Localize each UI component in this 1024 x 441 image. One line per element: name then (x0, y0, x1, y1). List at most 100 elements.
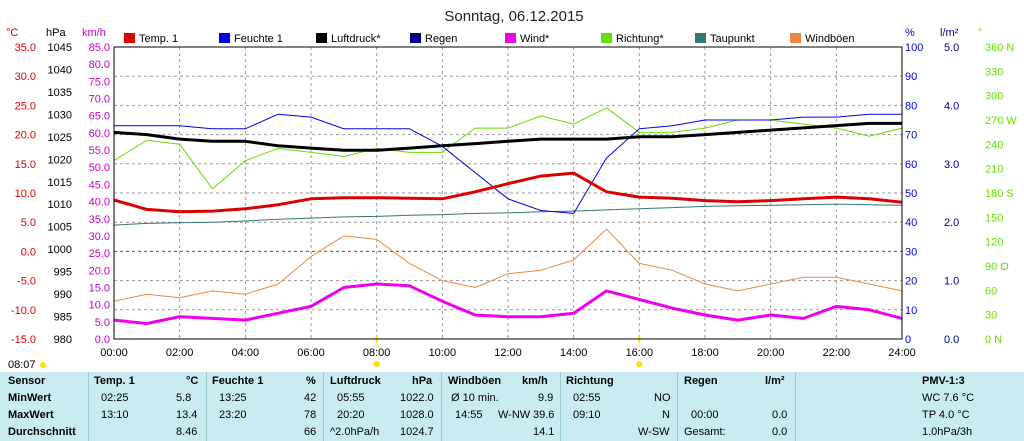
time-tick: 24:00 (888, 347, 916, 359)
direction-axis-tick: 120 (985, 237, 1003, 249)
direction-min: NO (654, 392, 671, 404)
pmv-trend: 1.0hPa/3h (922, 426, 973, 438)
direction-max-time: 09:10 (573, 409, 601, 421)
time-tick: 02:00 (166, 347, 194, 359)
direction-max: N (662, 409, 670, 421)
wind-axis-tick: 50.0 (89, 162, 110, 174)
rain-max: 0.0 (772, 409, 788, 421)
temp-axis-unit: °C (6, 27, 18, 39)
pressure-max: 1028.0 (400, 409, 434, 421)
legend-swatch (790, 33, 801, 43)
temp-axis-tick: 15.0 (15, 159, 36, 171)
time-tick: 00:00 (100, 347, 128, 359)
wind-axis-tick: 20.0 (89, 265, 110, 277)
wind-axis-tick: 45.0 (89, 179, 110, 191)
direction-axis-tick: 30 (985, 310, 997, 322)
pmv-windchill: WC 7.6 °C (922, 392, 975, 404)
time-tick: 12:00 (494, 347, 522, 359)
humidity-header: Feuchte 1 (212, 375, 264, 387)
avg-row-label: Durchschnitt (8, 426, 76, 438)
legend-swatch (695, 33, 706, 43)
rain-axis-tick: 1.0 (944, 276, 959, 288)
humidity-unit: % (306, 375, 316, 387)
time-axis: 00:00 02:00 04:00 06:00 08:00 10:00 12:00 14:00… (100, 335, 916, 367)
temp-axis-tick: 30.0 (15, 71, 36, 83)
legend-label: Temp. 1 (139, 33, 178, 45)
weather-chart: Sonntag, 06.12.2015 Temp. 1 Feuchte 1 Luft… (6, 8, 1017, 371)
series-taupunkt (113, 203, 903, 226)
left-axes: 35.0 30.0 25.0 20.0 15.0 10.0 5.0 0.0 -5.0 -10.0 -… (11, 42, 110, 346)
pressure-axis-tick: 990 (54, 289, 72, 301)
legend-swatch (601, 33, 612, 43)
time-tick: 22:00 (823, 347, 851, 359)
legend-label: Windböen (805, 33, 855, 45)
series-temp-1 (113, 171, 903, 214)
direction-min-time: 02:55 (573, 392, 601, 404)
temp-axis-tick: -5.0 (17, 276, 36, 288)
right-axes: 10090807060504030201005.04.03.02.01.00.0… (905, 42, 1017, 346)
pressure-axis-tick: 1035 (48, 87, 72, 99)
gusts-max-dir: W-NW (498, 409, 531, 421)
direction-header: Richtung (566, 375, 614, 387)
wind-axis-tick: 25.0 (89, 248, 110, 260)
gusts-header: Windböen (448, 375, 502, 387)
rain-axis-tick: 5.0 (944, 42, 959, 54)
legend-label: Regen (425, 33, 457, 45)
legend-swatch (505, 33, 516, 43)
plot-frame (113, 46, 903, 340)
rain-axis-tick: 2.0 (944, 217, 959, 229)
wind-axis-tick: 40.0 (89, 197, 110, 209)
wind-axis-tick: 80.0 (89, 59, 110, 71)
pressure-axis-unit: hPa (46, 27, 66, 39)
time-tick: 04:00 (232, 347, 260, 359)
legend-label: Feuchte 1 (234, 33, 283, 45)
gusts-avg: 14.1 (533, 426, 555, 438)
temp-axis-tick: -10.0 (11, 305, 36, 317)
wind-axis-tick: 15.0 (89, 282, 110, 294)
humidity-axis-tick: 90 (905, 71, 917, 83)
grid (114, 47, 902, 339)
humidity-axis-tick: 60 (905, 159, 917, 171)
rain-axis-tick: 3.0 (944, 159, 959, 171)
humidity-max: 78 (304, 409, 317, 421)
max-row-label: MaxWert (8, 409, 54, 421)
sunset-dot (636, 361, 643, 367)
humidity-min-time: 13:25 (219, 392, 247, 404)
wind-axis-tick: 60.0 (89, 128, 110, 140)
rain-axis-tick: 4.0 (944, 100, 959, 112)
axis-unit-headers: °C hPa km/h% l/m² ° (6, 27, 982, 39)
temp-axis-tick: 5.0 (21, 217, 36, 229)
pressure-trend: ^2.0hPa/h (330, 426, 380, 438)
time-tick: 06:00 (297, 347, 325, 359)
pressure-axis-tick: 1030 (48, 109, 72, 121)
rain-total: 0.0 (772, 426, 788, 438)
wind-axis-tick: 65.0 (89, 111, 110, 123)
direction-axis-tick: 90 O (985, 261, 1009, 273)
humidity-max-time: 23:20 (219, 409, 247, 421)
pressure-axis-tick: 1010 (48, 199, 72, 211)
temp-min-time: 02:25 (101, 392, 129, 404)
humidity-axis-tick: 100 (905, 42, 923, 54)
time-tick: 08:00 (363, 347, 391, 359)
rain-header: Regen (684, 375, 718, 387)
rain-total-label: Gesamt: (684, 426, 726, 438)
time-tick: 10:00 (429, 347, 457, 359)
humidity-axis-tick: 80 (905, 100, 917, 112)
series-wind (113, 282, 903, 325)
wind-axis-tick: 85.0 (89, 42, 110, 54)
temp-axis-tick: 10.0 (15, 188, 36, 200)
direction-avg: W-SW (638, 426, 670, 438)
wind-axis-tick: 70.0 (89, 94, 110, 106)
pmv-header: PMV-1:3 (922, 375, 965, 387)
legend-swatch (410, 33, 421, 43)
humidity-axis-tick: 40 (905, 217, 917, 229)
legend-swatch (219, 33, 230, 43)
pressure-axis-tick: 985 (54, 312, 72, 324)
wind-axis-tick: 0.0 (95, 334, 110, 346)
statistics-panel: Sensor MinWert MaxWert Durchschnitt Temp… (0, 372, 1024, 441)
legend-label: Richtung* (616, 33, 664, 45)
pressure-unit: hPa (412, 375, 433, 387)
direction-axis-tick: 210 (985, 164, 1003, 176)
series-windb-en (113, 228, 903, 302)
current-time-marker (40, 362, 46, 368)
